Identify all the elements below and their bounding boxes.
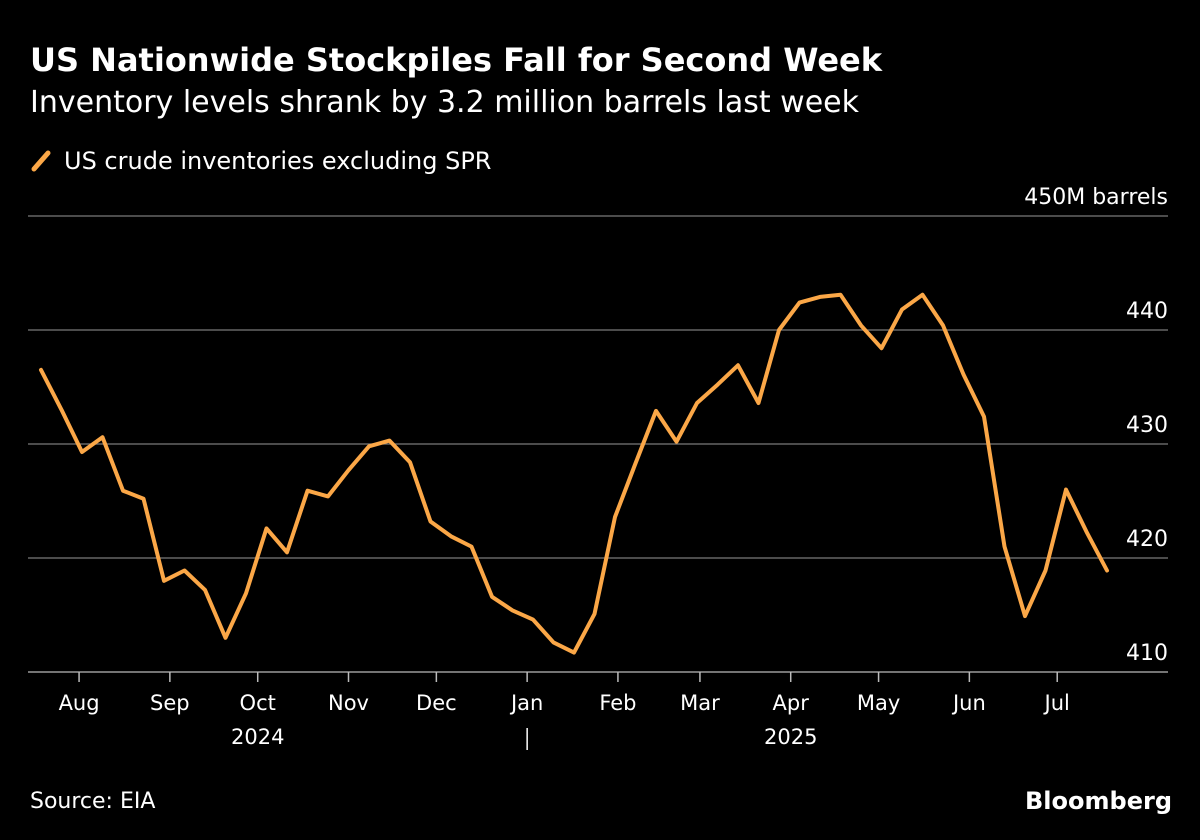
chart-subtitle: Inventory levels shrank by 3.2 million b… [30,85,859,120]
x-year-label: 2024 [231,725,284,749]
x-tick-label: Mar [680,691,720,715]
chart-legend: US crude inventories excluding SPR [30,142,491,180]
series-line-us-crude-inventories [39,292,1109,655]
y-tick-label: 410 [1126,641,1168,666]
x-tick-label: Dec [416,691,457,715]
y-tick-label: 420 [1126,527,1168,552]
x-tick-label: Jan [509,691,543,715]
legend-label: US crude inventories excluding SPR [64,147,492,175]
x-tick-label: Feb [599,691,636,715]
source-note: Source: EIA [30,789,156,814]
y-tick-label: 440 [1126,299,1168,324]
x-tick-label: Oct [240,691,276,715]
x-tick-label: Jul [1043,691,1070,715]
y-tick-label: 450M barrels [1024,185,1168,210]
chart-title: US Nationwide Stockpiles Fall for Second… [30,41,883,79]
x-tick-label: Aug [59,691,100,715]
x-tick-label: Nov [328,691,369,715]
x-tick-label: May [857,691,900,715]
x-tick-label: Sep [150,691,190,715]
x-year-label: 2025 [764,725,817,749]
y-tick-label: 430 [1126,413,1168,438]
brand-logo-text: Bloomberg [1025,787,1172,815]
x-tick-label: Jun [951,691,986,715]
legend-swatch-icon [31,150,51,172]
x-tick-label: Apr [773,691,810,715]
